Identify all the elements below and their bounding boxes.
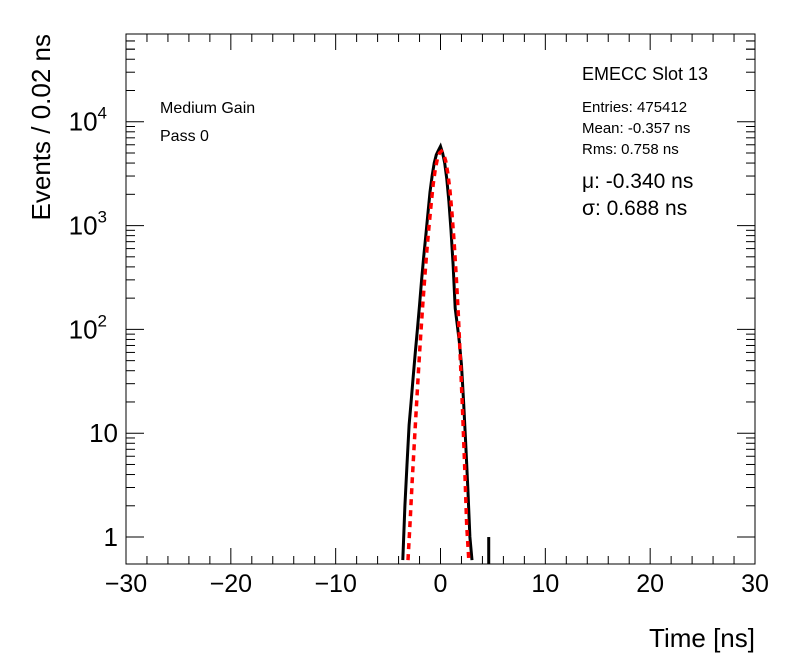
x-tick-label: 0	[434, 570, 448, 598]
x-tick-label: −20	[210, 570, 252, 598]
y-tick-label: 10	[89, 418, 118, 448]
y-axis-label: Events / 0.02 ns	[26, 34, 56, 220]
y-tick-label: 1	[104, 522, 118, 552]
x-tick-label: −10	[314, 570, 356, 598]
annotation-slot: EMECC Slot 13	[582, 64, 708, 84]
x-axis-label: Time [ns]	[649, 623, 755, 653]
data-histogram-line	[401, 142, 474, 561]
x-axis-ticks: −30 −20 −10 0 10 20 30	[105, 34, 769, 598]
annotation-gain: Medium Gain	[160, 100, 255, 117]
annotation-mean: Mean: -0.357 ns	[582, 120, 690, 137]
annotation-mu: μ: -0.340 ns	[582, 170, 693, 193]
x-tick-label: 20	[636, 570, 664, 598]
gaussian-fit-line	[406, 148, 471, 561]
annotation-rms: Rms: 0.758 ns	[582, 141, 679, 158]
y-axis-ticks: 1 10 102 103 104	[69, 33, 755, 552]
x-tick-label: 10	[531, 570, 559, 598]
x-tick-label: 30	[741, 570, 769, 598]
y-tick-label: 102	[69, 311, 107, 344]
y-tick-label: 104	[69, 104, 107, 137]
annotation-sigma: σ: 0.688 ns	[582, 197, 687, 220]
x-tick-label: −30	[105, 570, 147, 598]
annotation-pass: Pass 0	[160, 128, 209, 145]
annotation-entries: Entries: 475412	[582, 99, 687, 116]
y-tick-label: 103	[69, 208, 107, 241]
